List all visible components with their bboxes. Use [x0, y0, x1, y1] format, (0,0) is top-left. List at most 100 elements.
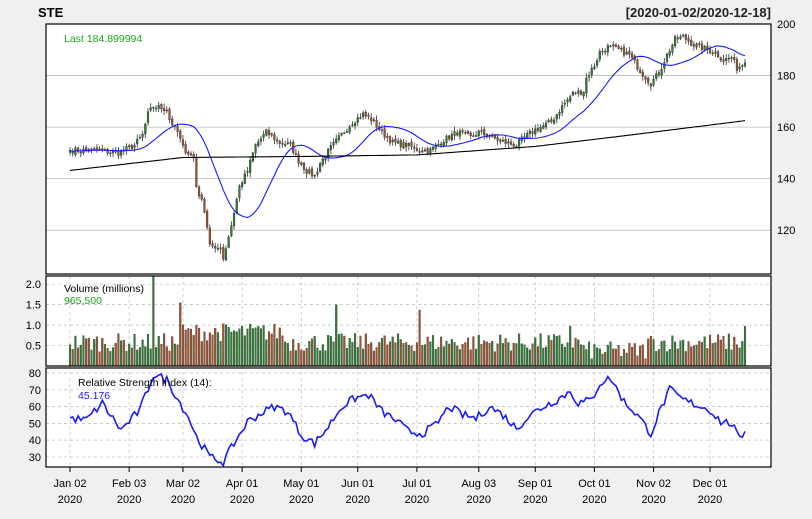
volume-bar — [179, 302, 182, 367]
candle-body — [238, 185, 241, 199]
volume-bar — [485, 341, 488, 367]
volume-bar — [93, 339, 96, 367]
volume-bar — [510, 350, 513, 367]
candle-body — [536, 128, 539, 131]
volume-panel-label: Volume (millions) — [64, 283, 144, 295]
date-tick-year: 2020 — [346, 494, 370, 506]
candle-body — [319, 163, 322, 172]
volume-bar — [464, 342, 467, 367]
volume-bar — [582, 345, 585, 367]
volume-bar — [477, 334, 480, 367]
candle-body — [577, 90, 580, 94]
candle-body — [512, 143, 515, 147]
candle-body — [458, 130, 462, 137]
candle-body — [544, 122, 548, 128]
candle-body — [284, 144, 287, 146]
candle-body — [222, 247, 225, 260]
volume-bar — [531, 343, 534, 367]
volume-bar — [224, 324, 227, 367]
volume-bar — [171, 336, 174, 367]
volume-bar — [378, 342, 381, 367]
volume-bar — [233, 330, 236, 367]
volume-bar — [469, 349, 472, 367]
candle-body — [649, 83, 652, 87]
volume-bar — [90, 349, 93, 367]
date-tick-year: 2020 — [405, 494, 429, 506]
date-tick-year: 2020 — [641, 494, 665, 506]
volume-bar — [432, 335, 435, 367]
rsi-tick-label: 30 — [29, 452, 41, 464]
candle-body — [596, 60, 599, 66]
candle-body — [203, 198, 206, 213]
volume-bar — [413, 350, 416, 367]
volume-bar — [176, 344, 179, 367]
volume-bar — [518, 333, 521, 367]
volume-bar — [574, 337, 577, 367]
volume-bar — [273, 323, 276, 367]
candle-body — [407, 143, 410, 146]
date-tick-label: Nov 02 — [636, 478, 671, 490]
volume-bar — [714, 342, 717, 367]
candle-body — [79, 151, 82, 154]
candle-body — [187, 151, 190, 155]
candle-body — [539, 126, 542, 132]
volume-bar — [329, 336, 332, 367]
candle-body — [76, 147, 80, 152]
volume-bar — [95, 336, 98, 367]
volume-bars — [68, 275, 747, 367]
volume-bar — [106, 348, 109, 367]
candle-body — [480, 130, 483, 132]
volume-bar — [515, 343, 518, 367]
candle-body — [138, 136, 141, 139]
volume-tick-label: 1.5 — [26, 300, 41, 312]
candle-body — [423, 149, 427, 152]
volume-bar — [281, 335, 284, 367]
candle-body — [273, 134, 276, 141]
candle-body — [507, 141, 510, 144]
volume-bar — [620, 356, 623, 367]
candle-body — [297, 153, 300, 164]
volume-bar — [74, 335, 77, 367]
volume-bar — [267, 331, 271, 367]
candle-body — [590, 67, 593, 76]
candle-body — [450, 133, 453, 141]
candle-body — [526, 132, 529, 139]
candle-body — [189, 153, 193, 156]
date-tick-label: Apr 01 — [226, 478, 258, 490]
volume-bar — [569, 326, 572, 367]
candle-body — [125, 146, 128, 151]
volume-bar — [671, 335, 674, 367]
candle-body — [574, 92, 577, 95]
candle-body — [585, 77, 588, 94]
date-tick-label: Jul 01 — [402, 478, 431, 490]
date-tick-label: Sep 01 — [518, 478, 553, 490]
volume-bar — [536, 346, 539, 367]
candle-body — [472, 135, 475, 137]
candle-body — [224, 248, 228, 261]
volume-bar — [674, 341, 677, 367]
volume-bar — [405, 342, 408, 367]
volume-bar — [606, 344, 609, 367]
volume-bar — [214, 328, 217, 367]
volume-bar — [397, 333, 400, 367]
last-price-label: Last 184.899994 — [64, 33, 142, 45]
candle-body — [353, 122, 357, 127]
candle-body — [133, 144, 136, 148]
volume-bar — [703, 336, 706, 367]
candle-body — [604, 50, 607, 53]
candle-body — [636, 59, 639, 70]
volume-bar — [117, 333, 120, 367]
volume-bar — [555, 336, 558, 367]
volume-bar — [388, 341, 392, 367]
volume-bar — [300, 349, 303, 367]
volume-bar — [448, 343, 451, 367]
volume-bar — [311, 338, 314, 367]
volume-bar — [456, 345, 459, 367]
candle-body — [644, 76, 647, 80]
volume-bar — [394, 342, 397, 367]
candle-body — [483, 129, 486, 136]
candle-body — [440, 143, 443, 146]
candle-body — [375, 120, 378, 128]
date-tick-year: 2020 — [698, 494, 722, 506]
